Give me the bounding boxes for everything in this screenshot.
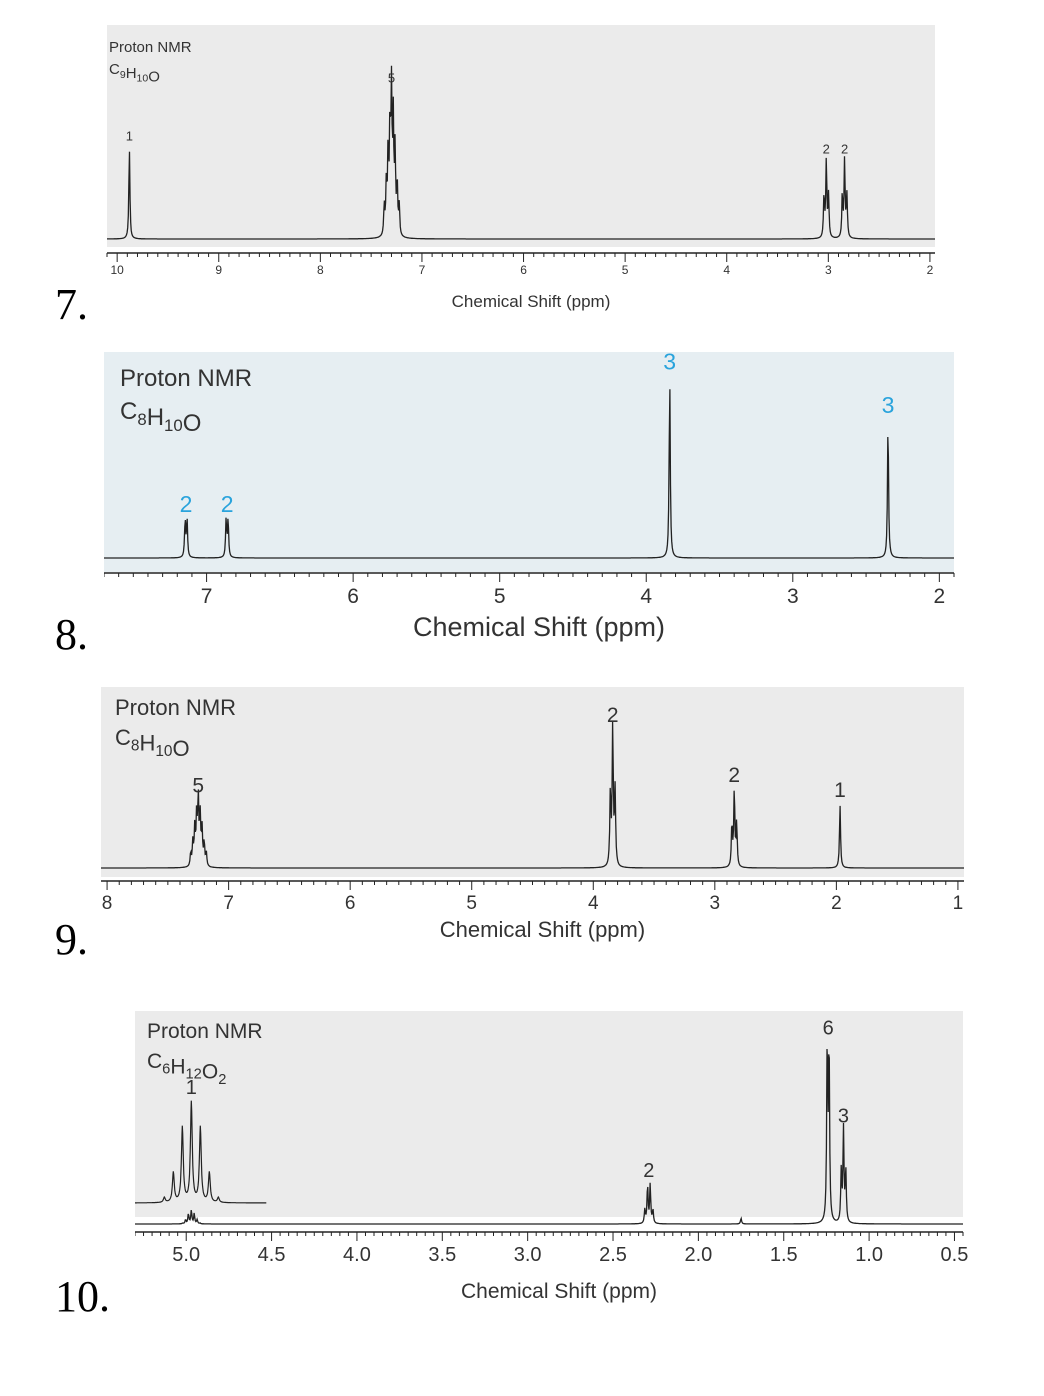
integration-label: 5 xyxy=(192,775,204,798)
integration-label: 2 xyxy=(841,141,848,156)
integration-label: 3 xyxy=(663,352,676,375)
chart-title: Proton NMR xyxy=(109,39,192,56)
molecular-formula: C8H10O xyxy=(120,398,201,437)
plot-area xyxy=(101,687,964,877)
tick-label: 5 xyxy=(622,263,629,277)
tick-label: 4 xyxy=(588,893,599,914)
problem-number-7: 7. xyxy=(55,280,88,329)
tick-label: 2.5 xyxy=(599,1244,627,1266)
tick-label: 4.5 xyxy=(258,1244,286,1266)
tick-label: 7 xyxy=(223,893,234,914)
tick-label: 1.0 xyxy=(855,1244,883,1266)
chart-title: Proton NMR xyxy=(147,1020,263,1043)
nmr-panel-7: Proton NMR C9H10O 1 5 2 2 10 9 8 7 6 5 4 3 2 Chemical S… xyxy=(97,25,939,317)
tick-label: 3 xyxy=(825,263,832,277)
integration-label: 2 xyxy=(180,491,193,517)
tick-label: 7 xyxy=(201,585,213,608)
tick-label: 3.0 xyxy=(514,1244,542,1266)
integration-label: 1 xyxy=(186,1077,197,1099)
tick-label: 4 xyxy=(640,585,652,608)
spectrum-trace xyxy=(135,1048,963,1225)
tick-label: 7 xyxy=(419,263,426,277)
chart-title: Proton NMR xyxy=(115,695,236,720)
tick-label: 4 xyxy=(723,263,730,277)
nmr-panel-9: Proton NMR C8H10O 5 2 2 1 8 7 6 5 4 3 2 1 Chemical Shi… xyxy=(101,687,969,949)
tick-label: 0.5 xyxy=(941,1244,968,1266)
integration-label: 2 xyxy=(823,141,830,156)
tick-label: 2 xyxy=(927,263,934,277)
plot-area xyxy=(107,25,935,247)
tick-label: 3.5 xyxy=(428,1244,456,1266)
integration-label: 2 xyxy=(221,491,234,517)
problem-number-10: 10. xyxy=(55,1272,110,1321)
inset-expansion-trace xyxy=(116,1100,267,1204)
tick-label: 2 xyxy=(831,893,842,914)
tick-label: 8 xyxy=(317,263,324,277)
plot-area xyxy=(135,1011,963,1217)
tick-label: 10 xyxy=(110,263,124,277)
tick-label: 6 xyxy=(347,585,359,608)
tick-label: 5 xyxy=(494,585,506,608)
integration-label: 6 xyxy=(823,1018,834,1040)
plot-area xyxy=(104,352,954,572)
spectrum-trace xyxy=(104,389,954,559)
spectrum-trace xyxy=(107,65,935,240)
integration-label: 3 xyxy=(882,392,895,418)
tick-label: 5 xyxy=(466,893,477,914)
integration-label: 5 xyxy=(388,71,395,86)
tick-label: 2.0 xyxy=(684,1244,712,1266)
molecular-formula: C9H10O xyxy=(109,61,160,86)
nmr-panel-10: Proton NMR C6H12O2 1 2 6 3 5.0 4.5 4.0 3.5 3.0 2.5 2… xyxy=(116,1011,968,1311)
x-axis-label: Chemical Shift (ppm) xyxy=(452,292,611,311)
molecular-formula: C6H12O2 xyxy=(147,1050,226,1088)
nmr-chart-8: Proton NMR C8H10O 2 2 3 3 7 6 5 4 3 2 Chemical Shift… xyxy=(103,349,955,642)
tick-label: 2 xyxy=(934,585,946,608)
integration-label: 3 xyxy=(838,1105,849,1127)
integration-label: 2 xyxy=(643,1160,654,1182)
nmr-panel-8: Proton NMR C8H10O 2 2 3 3 7 6 5 4 3 2 Chemical Shift… xyxy=(103,349,960,652)
integration-label: 2 xyxy=(607,704,619,727)
molecular-formula: C8H10O xyxy=(115,725,190,761)
tick-label: 9 xyxy=(215,263,222,277)
tick-label: 1.5 xyxy=(770,1244,798,1266)
tick-label: 3 xyxy=(710,893,721,914)
tick-label: 6 xyxy=(520,263,527,277)
tick-label: 3 xyxy=(787,585,799,608)
integration-label: 1 xyxy=(126,128,133,143)
problem-number-9: 9. xyxy=(55,915,88,964)
tick-label: 5.0 xyxy=(172,1244,200,1266)
tick-label: 6 xyxy=(345,893,356,914)
x-axis-label: Chemical Shift (ppm) xyxy=(461,1280,657,1303)
x-axis-label: Chemical Shift (ppm) xyxy=(440,917,645,942)
chart-title: Proton NMR xyxy=(120,365,252,392)
integration-label: 2 xyxy=(728,764,740,787)
spectrum-trace xyxy=(101,721,964,869)
tick-label: 1 xyxy=(953,893,964,914)
problem-number-8: 8. xyxy=(55,610,88,659)
x-axis-label: Chemical Shift (ppm) xyxy=(413,612,665,642)
integration-label: 1 xyxy=(834,779,846,802)
tick-label: 4.0 xyxy=(343,1244,371,1266)
tick-label: 8 xyxy=(102,893,113,914)
